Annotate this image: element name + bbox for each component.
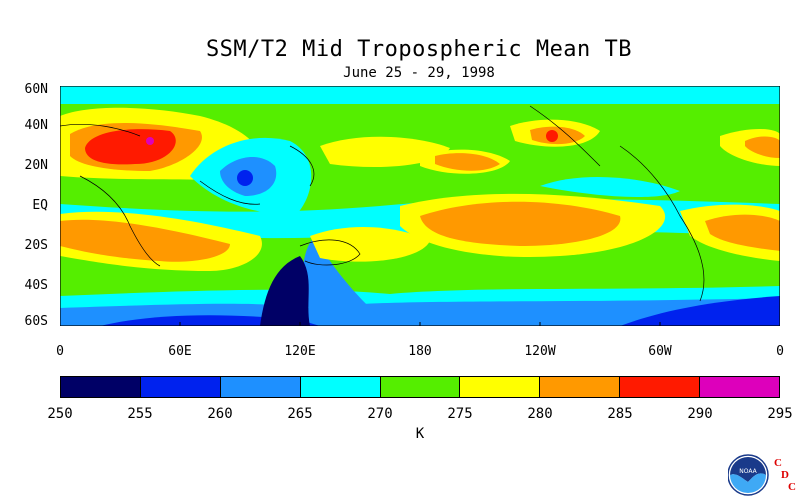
- logo-letter-d: D: [781, 469, 789, 481]
- colorbar-label: 260: [207, 406, 233, 422]
- chart-subtitle: June 25 - 29, 1998: [343, 65, 495, 81]
- colorbar-swatch: [220, 377, 301, 397]
- colorbar-swatch: [380, 377, 461, 397]
- colorbar-label: 265: [287, 406, 313, 422]
- field-280-285-europe: [745, 136, 780, 158]
- field-285-290-sahara: [85, 129, 176, 165]
- units-label: K: [415, 426, 425, 442]
- y-tick-label: 40N: [24, 118, 48, 133]
- noaa-seal-top: [730, 457, 766, 482]
- colorbar-swatch: [460, 377, 541, 397]
- colorbar-swatch: [620, 377, 701, 397]
- y-tick-label: 60S: [24, 314, 48, 329]
- x-tick-label: 120W: [524, 344, 556, 359]
- y-tick-label: 40S: [24, 278, 48, 293]
- x-tick-label: 180: [408, 344, 432, 359]
- colorbar-label: 290: [687, 406, 713, 422]
- field-280-285-sindian: [60, 219, 230, 262]
- coastlines: [60, 105, 705, 302]
- colorbar-label: 295: [767, 406, 793, 422]
- x-tick-label: 0: [56, 344, 64, 359]
- x-tick-label: 60E: [168, 344, 192, 359]
- y-tick-label: 60N: [24, 82, 48, 97]
- field-265-270-atlantic: [540, 176, 680, 198]
- field-280-285-spacific: [420, 201, 621, 246]
- logo-letter-c: C: [774, 457, 782, 469]
- tb-contour-map: [60, 86, 780, 326]
- field-265-270-pacific-north: [360, 86, 530, 104]
- x-ticks: [60, 322, 780, 326]
- y-tick-label: 20S: [24, 238, 48, 253]
- y-tick-label: 20N: [24, 158, 48, 173]
- colorbar-label: 285: [607, 406, 633, 422]
- colorbar-label: 270: [367, 406, 393, 422]
- y-tick-label: EQ: [32, 198, 48, 213]
- x-tick-label: 0: [776, 344, 784, 359]
- field-255-260-southeast: [620, 296, 780, 326]
- field-280-285-npacific: [435, 153, 500, 171]
- x-tick-label: 120E: [284, 344, 316, 359]
- field-250-255-tongue: [260, 256, 310, 326]
- field-280-285-satlantic: [705, 214, 780, 251]
- field-290-295-spot: [146, 137, 154, 145]
- field-285-290-usa: [546, 130, 558, 142]
- colorbar: [60, 376, 780, 398]
- colorbar-swatch: [61, 377, 141, 397]
- logo-letter-c: C: [788, 481, 796, 493]
- colorbar-swatch: [140, 377, 221, 397]
- colorbar-swatch: [700, 377, 780, 397]
- colorbar-swatch: [540, 377, 621, 397]
- noaa-cdc-logo: NOAA C D C: [728, 454, 796, 496]
- colorbar-label: 280: [527, 406, 553, 422]
- noaa-seal-bottom: [730, 473, 766, 493]
- colorbar-swatch: [300, 377, 381, 397]
- colorbar-label: 250: [47, 406, 73, 422]
- colorbar-label: 275: [447, 406, 473, 422]
- x-tick-label: 60W: [648, 344, 672, 359]
- noaa-seal-text: NOAA: [739, 468, 757, 475]
- field-265-270-arctic: [620, 86, 780, 103]
- chart-title: SSM/T2 Mid Tropospheric Mean TB: [205, 37, 633, 62]
- field-275-280-npacific: [320, 136, 450, 168]
- field-255-260-asia: [237, 170, 253, 186]
- field-275-280-australia: [310, 226, 430, 262]
- colorbar-label: 255: [127, 406, 153, 422]
